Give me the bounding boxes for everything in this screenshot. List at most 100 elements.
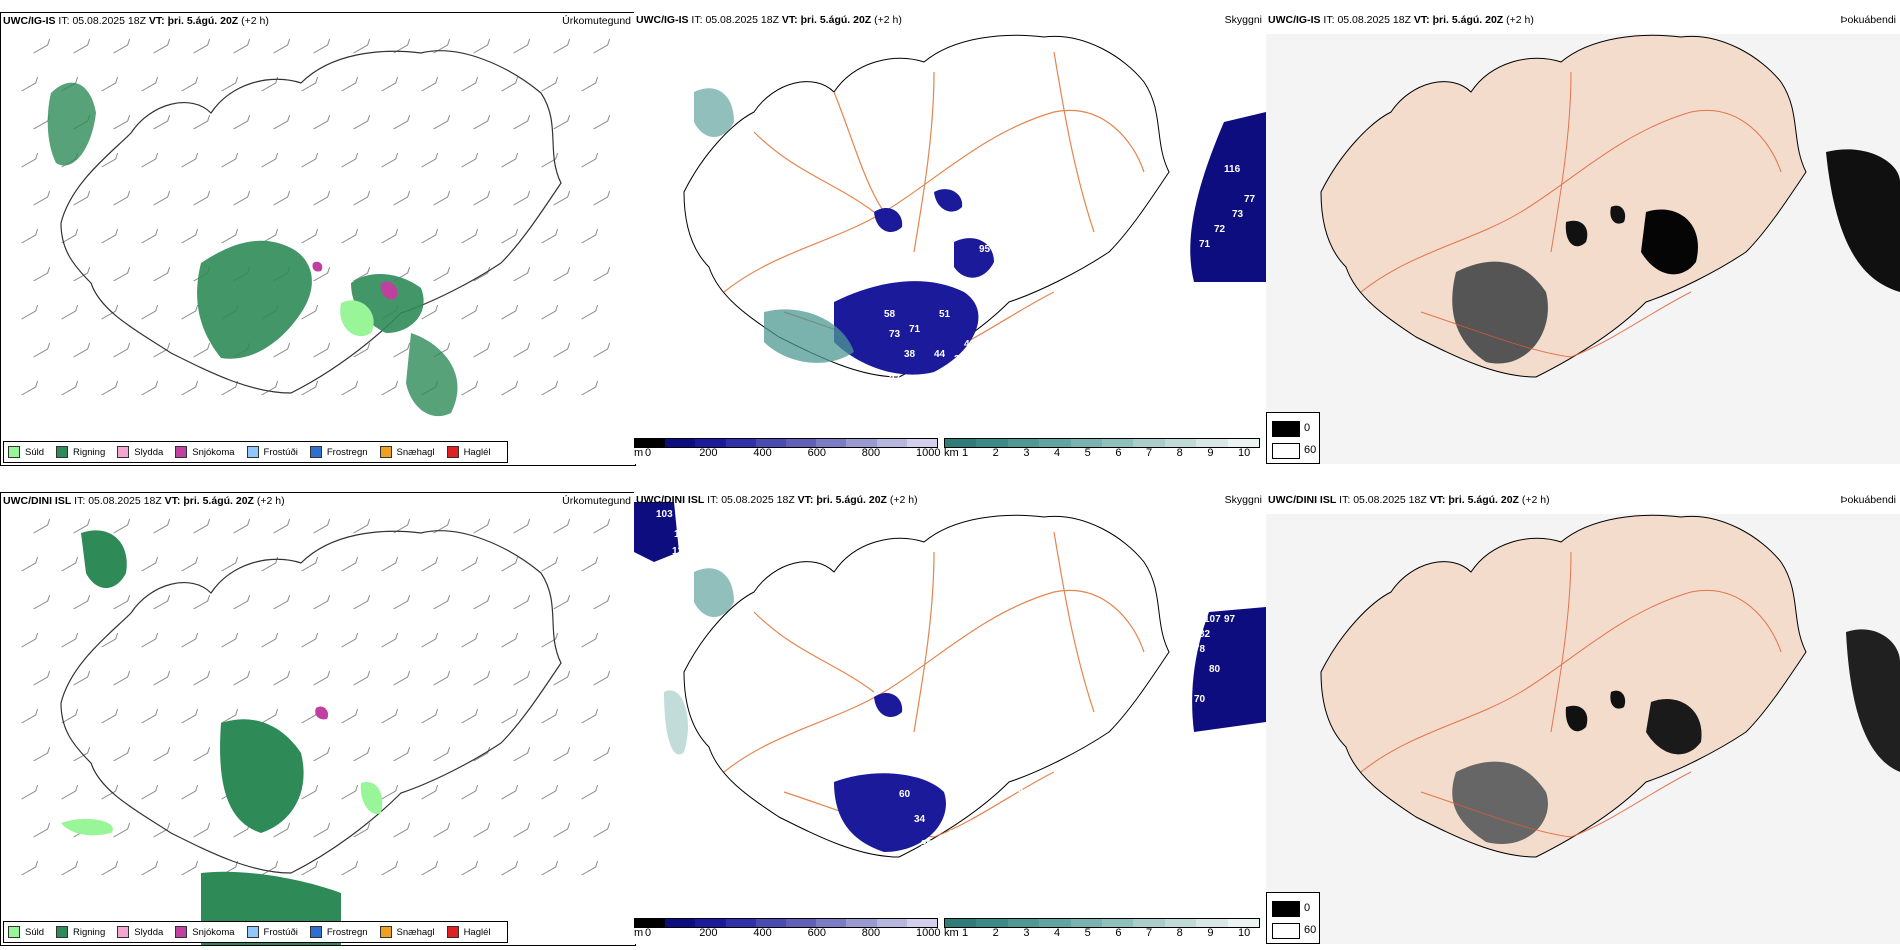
wind-barb [473,594,491,610]
wind-barb [553,38,571,54]
wind-barb [261,228,279,244]
wind-barb [113,746,131,762]
wind-barb [553,518,571,534]
wind-barb [393,190,411,206]
wind-barb [273,670,291,686]
cloud-base-label: 103 [656,509,673,520]
wind-barb [461,784,479,800]
wind-barb [313,342,331,358]
cloud-base-label: 71 [1199,239,1211,250]
wind-barb [61,304,79,320]
wind-barb [381,556,399,572]
legend-item: Frostregn [309,446,368,458]
colorbar-tick: 7 [1146,927,1153,939]
wind-barb [61,380,79,396]
precip-area [197,240,312,359]
wind-barb [273,822,291,838]
wind-barb [113,670,131,686]
colorbar-tick: 600 [807,927,826,939]
wind-barb [513,670,531,686]
legend-item: Haglél [446,446,491,458]
wind-barb [101,784,119,800]
wind-barbs [21,38,611,396]
wind-barb [233,114,251,130]
wind-barb [313,518,331,534]
wind-barb [581,632,599,648]
fog-legend-swatch [1272,421,1300,437]
legend-label: Haglél [463,446,491,458]
wind-barb [593,746,611,762]
panel-title: Úrkomutegund [562,15,631,27]
cloud-base-label: 11 [984,749,995,760]
wind-barb [593,114,611,130]
low-cloud-area [1190,112,1266,282]
panel-header: UWC/DINI ISL IT: 05.08.2025 18Z VT: þri.… [3,495,285,507]
wind-barb [353,342,371,358]
wind-barb [433,594,451,610]
colorbar-tick: 5 [1084,447,1091,459]
colorbar-tick: 5 [1084,927,1091,939]
wind-barb [33,342,51,358]
cloud-base-label: 49 [964,339,976,350]
wind-barb [301,380,319,396]
wind-barb [381,76,399,92]
cloud-base-label: 27 [889,374,901,385]
wind-barb [233,518,251,534]
colorbar-tick: 2 [992,927,999,939]
wind-barb [113,594,131,610]
colorbar-tick: 10 [1238,927,1251,939]
wind-barb [61,708,79,724]
cloud-panel-bottom: 103 125 124 97 107 97 82 78 80 70 66 33 80 76 49 11 60 34… [634,492,1266,944]
colorbar-tick: 1 [962,447,969,459]
wind-barb [341,556,359,572]
wind-barb [153,670,171,686]
wind-barb [221,632,239,648]
wind-barb [341,380,359,396]
legend-label: Snjókoma [192,926,235,938]
ceiling-colorbar: m 0 200 400 600 800 1000 [634,438,944,460]
wind-barb [181,632,199,648]
legend-item: Súld [8,926,44,938]
legend-swatch [446,446,459,458]
wind-barb [353,746,371,762]
wind-barb [101,76,119,92]
fog-area [1641,209,1698,275]
wind-barb [193,822,211,838]
legend-label: Frostúði [263,926,298,938]
wind-barb [421,76,439,92]
cloud-panel-top: 116 77 73 72 71 55 56 73 95 51 58 73 71 38 44 49 74 73 30 2… [634,12,1266,464]
wind-barb [541,228,559,244]
wind-barb [141,304,159,320]
wind-barb [421,632,439,648]
wind-barb [553,670,571,686]
wind-barb [221,708,239,724]
colorbar-tick: 7 [1146,447,1153,459]
wind-barb [261,152,279,168]
wind-barb [513,114,531,130]
wind-barb [21,380,39,396]
low-cloud-area [1192,607,1266,732]
wind-barb [501,76,519,92]
wind-barb [153,518,171,534]
fog-map-top [1266,34,1900,464]
wind-barb [501,708,519,724]
wind-barb [341,76,359,92]
wind-barb [461,632,479,648]
legend-label: Frostúði [263,446,298,458]
fog-legend-value: 60 [1304,444,1317,456]
fog-legend-swatch [1272,901,1300,917]
cloud-base-label: 70 [1194,694,1206,705]
precip-panel-bottom: UWC/DINI ISL IT: 05.08.2025 18Z VT: þri.… [0,492,636,946]
legend-item: Rigning [56,446,105,458]
wind-barb [141,632,159,648]
wind-barb [313,114,331,130]
wind-barb [501,784,519,800]
precip-panel-top: UWC/IG-IS IT: 05.08.2025 18Z VT: þri. 5.… [0,12,636,466]
wind-barb [261,632,279,648]
panel-title: Úrkomutegund [562,495,631,507]
cloud-base-label: 78 [1194,644,1206,655]
wind-barb [33,114,51,130]
cloud-base-label: 60 [899,789,911,800]
wind-barb [141,380,159,396]
wind-barb [513,518,531,534]
